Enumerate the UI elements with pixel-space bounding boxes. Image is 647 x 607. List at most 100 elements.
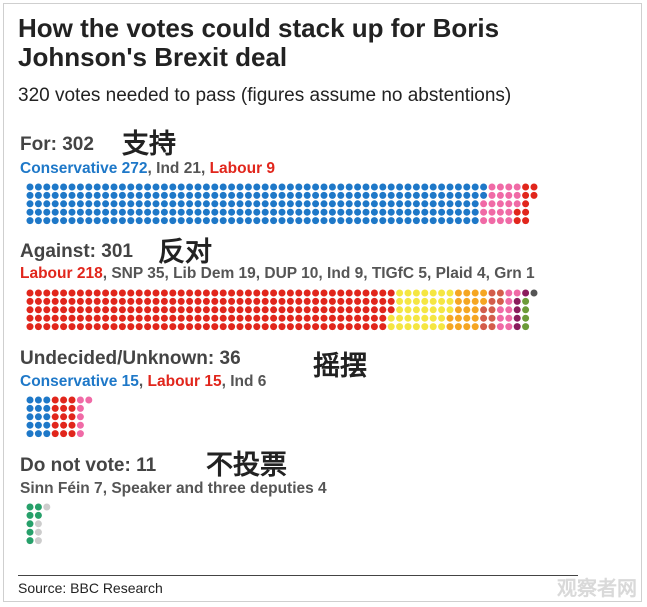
vote-dot-conservative — [471, 200, 479, 208]
vote-dot-dup — [496, 289, 504, 297]
vote-dot-conservative — [370, 200, 378, 208]
vote-dot-ind — [488, 200, 496, 208]
vote-dot-conservative — [26, 404, 34, 412]
vote-dot-conservative — [362, 208, 370, 216]
section-breakdown-for: Conservative 272, Ind 21, Labour 9 — [20, 160, 276, 177]
vote-dot-ind — [480, 200, 488, 208]
vote-dot-labour — [160, 306, 168, 314]
vote-dot-conservative — [194, 200, 202, 208]
vote-dot-labour — [345, 306, 353, 314]
vote-dot-conservative — [253, 217, 261, 225]
vote-dot-conservative — [354, 191, 362, 199]
vote-dot-conservative — [93, 217, 101, 225]
vote-dot-ind — [496, 208, 504, 216]
vote-dot-labour — [68, 396, 76, 404]
vote-dot-labour — [85, 323, 93, 331]
vote-dot-labour — [102, 306, 110, 314]
vote-dot-labour — [370, 314, 378, 322]
vote-dot-grn — [530, 289, 538, 297]
section-heading-against: Against: 301 — [20, 241, 133, 262]
vote-dot-conservative — [270, 200, 278, 208]
vote-dot-snp — [446, 297, 454, 305]
vote-dot-speaker — [34, 528, 42, 536]
vote-dot-labour — [127, 297, 135, 305]
vote-dot-labour — [320, 289, 328, 297]
vote-dot-labour — [236, 297, 244, 305]
vote-dot-conservative — [421, 200, 429, 208]
vote-dot-conservative — [127, 200, 135, 208]
vote-dot-conservative — [396, 183, 404, 191]
vote-dot-conservative — [219, 191, 227, 199]
vote-dot-labour — [211, 314, 219, 322]
vote-dot-conservative — [102, 208, 110, 216]
vote-dot-labour — [177, 323, 185, 331]
vote-dot-ind — [76, 404, 84, 412]
vote-dot-labour — [522, 183, 530, 191]
vote-dot-labour — [26, 289, 34, 297]
vote-dot-conservative — [68, 217, 76, 225]
vote-dot-conservative — [135, 191, 143, 199]
vote-dot-conservative — [471, 183, 479, 191]
vote-dot-conservative — [102, 200, 110, 208]
vote-dot-ind — [496, 183, 504, 191]
vote-dot-conservative — [68, 208, 76, 216]
vote-dot-conservative — [194, 183, 202, 191]
vote-dot-lib-dem — [471, 289, 479, 297]
vote-dot-conservative — [244, 191, 252, 199]
vote-dot-conservative — [43, 208, 51, 216]
vote-dot-conservative — [303, 191, 311, 199]
vote-dot-conservative — [261, 200, 269, 208]
vote-dot-conservative — [160, 191, 168, 199]
vote-dot-lib-dem — [480, 297, 488, 305]
vote-dot-conservative — [202, 200, 210, 208]
vote-dot-labour — [379, 297, 387, 305]
vote-dot-conservative — [144, 217, 152, 225]
vote-dot-labour — [68, 297, 76, 305]
vote-dot-labour — [253, 297, 261, 305]
vote-dot-ind — [496, 217, 504, 225]
vote-dot-conservative — [43, 404, 51, 412]
vote-dot-conservative — [211, 183, 219, 191]
vote-dot-sinn-fein — [34, 511, 42, 519]
vote-dot-conservative — [76, 183, 84, 191]
breakdown-part: Speaker and three deputies 4 — [111, 480, 327, 497]
vote-dot-conservative — [303, 183, 311, 191]
vote-dot-snp — [421, 306, 429, 314]
vote-dot-labour — [337, 314, 345, 322]
vote-dot-dup — [488, 289, 496, 297]
vote-dot-conservative — [446, 208, 454, 216]
vote-dot-labour — [253, 306, 261, 314]
vote-dot-labour — [211, 289, 219, 297]
vote-dot-conservative — [421, 208, 429, 216]
vote-dot-labour — [60, 323, 68, 331]
vote-dot-labour — [68, 404, 76, 412]
vote-dot-conservative — [34, 217, 42, 225]
vote-dot-conservative — [34, 430, 42, 438]
vote-dot-labour — [152, 289, 160, 297]
vote-dot-labour — [261, 314, 269, 322]
section-cjk-for: 支持 — [122, 129, 176, 160]
vote-dot-dup — [480, 323, 488, 331]
vote-dot-ind — [76, 396, 84, 404]
vote-dot-snp — [404, 306, 412, 314]
vote-dot-labour — [278, 323, 286, 331]
vote-dot-conservative — [60, 200, 68, 208]
vote-dot-labour — [328, 306, 336, 314]
vote-dot-labour — [328, 323, 336, 331]
vote-dot-labour — [362, 306, 370, 314]
vote-dot-conservative — [379, 208, 387, 216]
vote-dot-snp — [438, 314, 446, 322]
vote-dot-labour — [303, 314, 311, 322]
vote-dot-labour — [177, 289, 185, 297]
vote-dot-labour — [328, 289, 336, 297]
vote-dot-conservative — [236, 217, 244, 225]
vote-dot-snp — [438, 297, 446, 305]
vote-dot-labour — [522, 208, 530, 216]
vote-dot-conservative — [26, 396, 34, 404]
vote-dot-snp — [396, 314, 404, 322]
breakdown-part: Labour 9 — [209, 160, 276, 177]
vote-dot-snp — [412, 314, 420, 322]
vote-dot-lib-dem — [454, 314, 462, 322]
chart-subtitle: 320 votes needed to pass (figures assume… — [18, 85, 512, 106]
vote-dot-conservative — [118, 217, 126, 225]
